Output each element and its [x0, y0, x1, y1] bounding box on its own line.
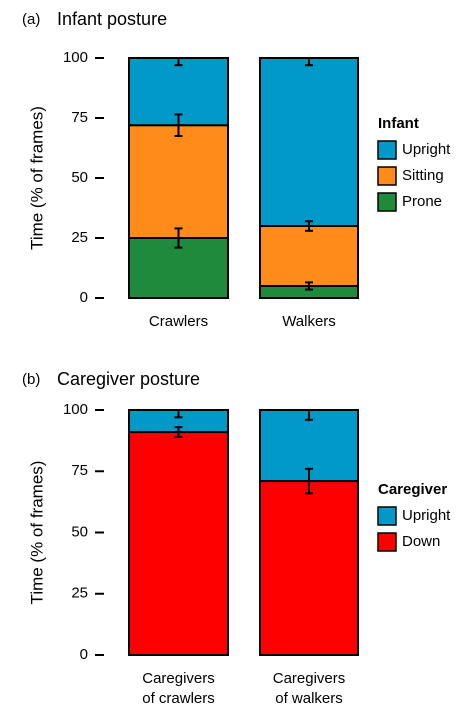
bar-segment [128, 431, 229, 656]
y-tick-label: 100 [63, 49, 88, 66]
x-tick-label: Crawlers [149, 313, 208, 330]
legend-swatch [377, 506, 397, 526]
legend-label: Upright [402, 141, 451, 158]
x-tick-label-line: Caregivers [273, 670, 346, 687]
y-tick-label: 25 [71, 229, 88, 246]
y-tick-label: 75 [71, 462, 88, 479]
y-tick-label: 0 [80, 289, 88, 306]
x-tick-label-line: Crawlers [149, 313, 208, 330]
error-bar [305, 57, 313, 67]
legend-swatch [377, 140, 397, 160]
chart-title: Caregiver posture [57, 369, 200, 389]
y-axis-label: Time (% of frames) [27, 106, 46, 250]
y-tick-label: 100 [63, 401, 88, 418]
y-tick-label: 50 [71, 169, 88, 186]
error-bar [305, 467, 313, 495]
chart-title: Infant posture [57, 9, 167, 29]
legend-label: Upright [402, 507, 451, 524]
x-tick-label: Caregivers of crawlers [142, 670, 215, 707]
x-tick-label-line: of walkers [275, 690, 343, 707]
y-tick-label: 25 [71, 585, 88, 602]
bar-segment [128, 124, 229, 239]
x-tick-label: Caregivers of walkers [273, 670, 346, 707]
panel-label: (a) [22, 11, 40, 28]
error-bar [174, 409, 183, 419]
error-bar [174, 227, 183, 249]
y-tick-label: 75 [71, 109, 88, 126]
legend-swatch [377, 532, 397, 552]
legend-label: Down [402, 533, 440, 550]
bar-segment [259, 480, 359, 656]
x-tick-label: Walkers [282, 313, 336, 330]
error-bar [174, 57, 183, 67]
y-tick-label: 0 [80, 646, 88, 663]
bar-segment [259, 225, 359, 287]
error-bar [305, 220, 313, 232]
legend-swatch [377, 166, 397, 186]
legend-label: Sitting [402, 167, 444, 184]
y-axis-label: Time (% of frames) [27, 461, 46, 605]
x-tick-label-line: of crawlers [142, 690, 215, 707]
error-bar [305, 409, 313, 421]
x-tick-label-line: Walkers [282, 313, 336, 330]
y-tick-label: 50 [71, 523, 88, 540]
panel-label: (b) [22, 371, 40, 388]
bar-segment [259, 57, 359, 227]
error-bar [305, 281, 313, 291]
error-bar [174, 426, 183, 438]
error-bar [174, 113, 183, 137]
legend-swatch [377, 192, 397, 212]
x-tick-label-line: Caregivers [142, 670, 215, 687]
legend-title: Caregiver [378, 481, 447, 498]
legend-title: Infant [378, 115, 419, 132]
legend-label: Prone [402, 193, 442, 210]
